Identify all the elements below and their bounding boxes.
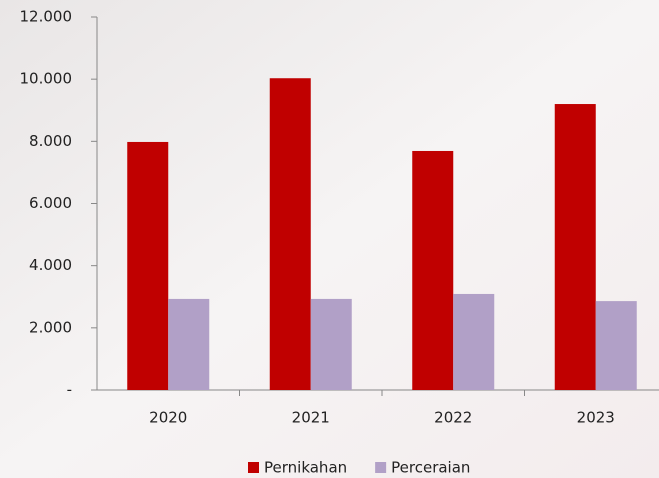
bar (311, 299, 352, 390)
y-tick-label: 6.000 (29, 194, 72, 212)
y-tick-label: - (67, 381, 72, 399)
bar (270, 78, 311, 390)
y-tick-label: 4.000 (29, 256, 72, 274)
legend-label: Pernikahan (264, 459, 347, 477)
y-tick-label: 2.000 (29, 318, 72, 336)
bar (127, 142, 168, 390)
y-tick-label: 10.000 (20, 70, 73, 88)
x-tick-label: 2021 (292, 409, 330, 427)
chart: - 2.000 4.000 6.000 8.000 10.000 12.000 2020 202… (0, 0, 659, 478)
bar (555, 104, 596, 390)
y-tick-label: 12.000 (20, 8, 73, 26)
bar (412, 151, 453, 390)
x-tick-label: 2023 (577, 409, 615, 427)
legend-swatch (248, 462, 259, 473)
y-tick-label: 8.000 (29, 132, 72, 150)
bar (596, 301, 637, 390)
x-tick-label: 2022 (434, 409, 472, 427)
x-tick-label: 2020 (149, 409, 187, 427)
bar (453, 294, 494, 390)
legend-swatch (375, 462, 386, 473)
bar (168, 299, 209, 390)
legend-label: Perceraian (391, 459, 470, 477)
